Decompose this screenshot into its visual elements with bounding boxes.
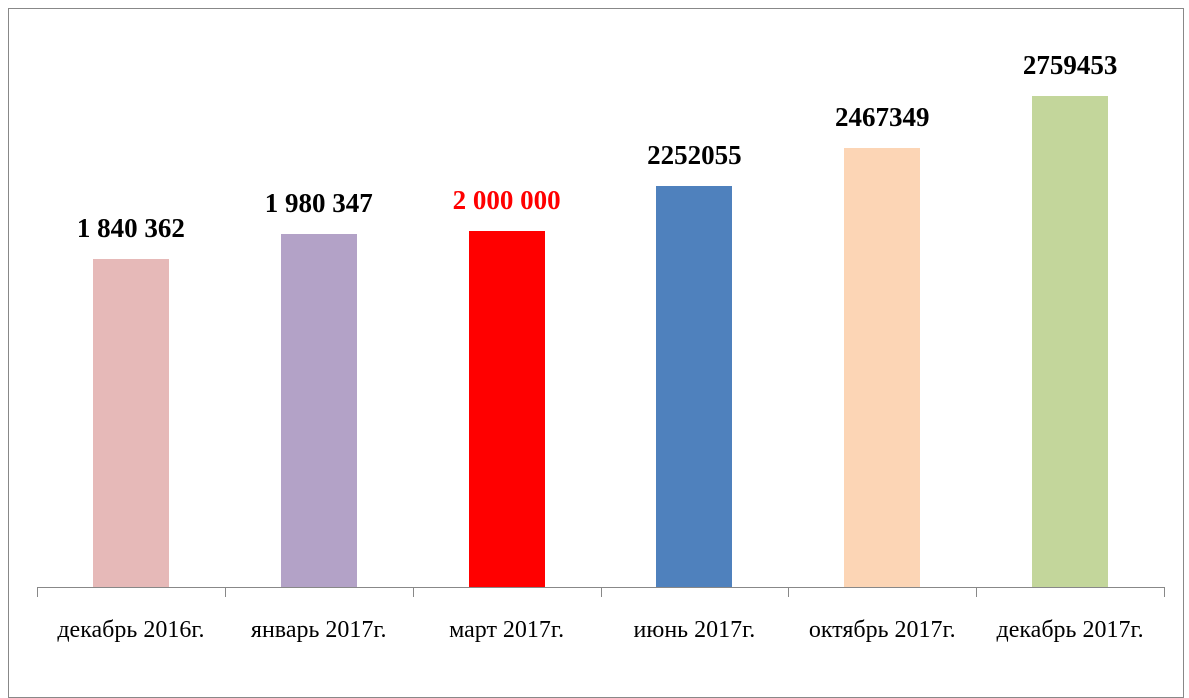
x-tick-label: декабрь 2016г.	[57, 617, 205, 643]
x-tick	[412, 587, 414, 597]
bar	[1032, 95, 1109, 587]
x-tick	[224, 587, 226, 597]
bar	[92, 259, 169, 587]
bar	[280, 234, 357, 587]
x-tick	[1164, 587, 1165, 597]
bar	[468, 231, 545, 587]
data-label: 2252055	[647, 140, 742, 171]
x-tick-label: июнь 2017г.	[633, 617, 756, 643]
x-tick-label: декабрь 2017г.	[996, 617, 1144, 643]
chart-frame	[8, 8, 1184, 698]
x-tick	[976, 587, 978, 597]
bar	[656, 186, 733, 587]
x-tick	[600, 587, 602, 597]
data-label: 1 840 362	[76, 213, 185, 244]
data-label: 2467349	[835, 101, 930, 132]
x-tick	[788, 587, 790, 597]
bar	[844, 147, 921, 587]
data-label: 1 980 347	[264, 188, 373, 219]
x-tick-label: январь 2017г.	[250, 617, 387, 643]
x-tick	[37, 587, 38, 597]
x-tick-label: октябрь 2017г.	[808, 617, 956, 643]
data-label: 2759453	[1022, 49, 1118, 80]
data-label: 2 000 000	[452, 185, 561, 215]
x-tick-label: март 2017г.	[449, 617, 565, 643]
